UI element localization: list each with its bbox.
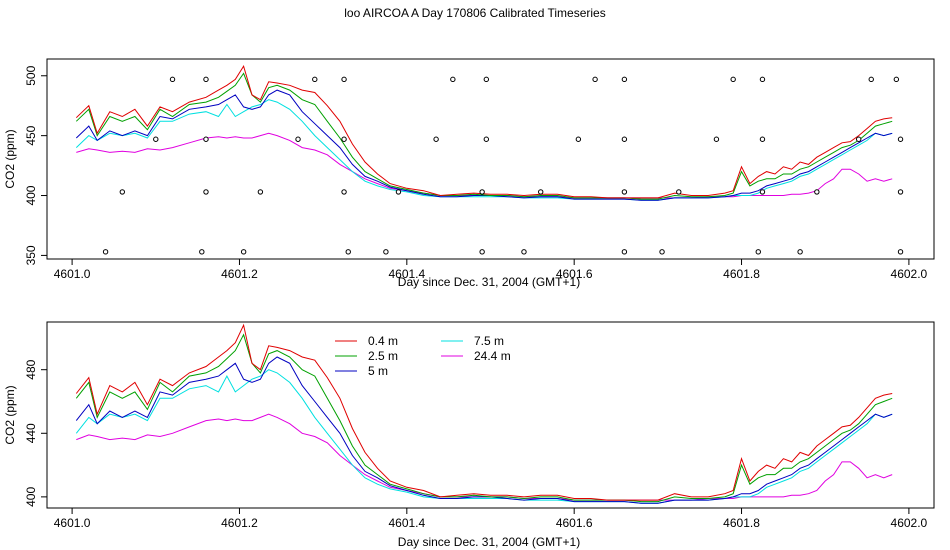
bottom-ytick-label: 400	[24, 487, 38, 507]
top-marker-point	[102, 249, 109, 255]
legend-label: 5 m	[368, 364, 388, 378]
top-marker-point	[479, 189, 485, 195]
top-series-group	[75, 64, 893, 201]
top-marker-point	[169, 76, 176, 83]
legend: 0.4 m2.5 m5 m 7.5 m24.4 m	[335, 334, 511, 378]
top-marker-point	[521, 249, 527, 255]
top-marker-point	[592, 76, 598, 83]
top-ytick-label: 450	[24, 125, 38, 145]
top-marker-point	[897, 189, 904, 195]
top-ytick-label: 350	[24, 245, 38, 265]
top-marker-point	[759, 76, 766, 83]
top-marker-point	[730, 76, 736, 83]
top-xtick-label: 4602.0	[891, 267, 928, 281]
bottom-xtick-label: 4601.6	[556, 516, 593, 530]
top-marker-point	[855, 136, 862, 142]
top-marker-point	[483, 136, 490, 142]
bottom-ytick-label: 480	[24, 359, 38, 379]
top-marker-point	[395, 189, 402, 195]
top-xtick-label: 4601.6	[556, 267, 593, 281]
top-marker-point	[479, 249, 485, 255]
top-marker-point	[203, 189, 209, 195]
top-marker-point	[199, 249, 205, 255]
top-marker-point	[257, 189, 264, 195]
legend-label: 2.5 m	[368, 349, 398, 363]
bottom-series-line-24-4-m	[76, 413, 893, 501]
top-marker-point	[433, 136, 439, 142]
top-marker-point	[575, 136, 582, 142]
top-xtick-label: 4601.2	[221, 267, 258, 281]
top-marker-point	[621, 136, 628, 142]
top-series-line-24-4-m	[76, 132, 893, 199]
top-series-line-5-m	[75, 89, 893, 201]
top-ylabel: CO2 (ppm)	[3, 129, 17, 188]
bottom-xtick-label: 4602.0	[891, 516, 928, 530]
top-marker-point	[755, 249, 761, 255]
top-ytick-label: 500	[24, 65, 38, 85]
top-xtick-label: 4601.8	[723, 267, 760, 281]
top-marker-point	[868, 76, 874, 83]
top-marker-point	[621, 76, 628, 83]
top-marker-point	[203, 76, 209, 83]
bottom-series-line-7-5-m	[75, 369, 893, 504]
top-marker-point	[203, 136, 209, 142]
top-series-line-0-4-m	[75, 64, 893, 199]
bottom-xlabel: Day since Dec. 31, 2004 (GMT+1)	[398, 535, 580, 549]
top-series-line-2-5-m	[75, 72, 893, 200]
top-marker-point	[483, 76, 490, 83]
legend-label: 7.5 m	[474, 334, 504, 348]
bottom-xtick-label: 4601.2	[221, 516, 258, 530]
top-marker-point	[897, 136, 904, 142]
top-marker-point	[621, 249, 628, 255]
bottom-xtick-label: 4601.0	[54, 516, 91, 530]
top-marker-point	[893, 76, 900, 83]
bottom-series-line-5-m	[75, 356, 893, 504]
top-marker-point	[341, 136, 347, 142]
bottom-series-line-2-5-m	[75, 333, 893, 503]
top-marker-point	[240, 249, 247, 255]
top-series-line-7-5-m	[75, 99, 893, 201]
top-marker-point	[119, 189, 126, 195]
top-xlabel: Day since Dec. 31, 2004 (GMT+1)	[398, 275, 580, 289]
top-marker-point	[759, 136, 766, 142]
chart-title: loo AIRCOA A Day 170806 Calibrated Times…	[344, 6, 606, 20]
top-marker-point	[797, 249, 803, 255]
top-marker-point	[383, 249, 389, 255]
top-plot-layer: 4601.0 4601.2 4601.4 4601.6 4601.8 4602.0 350 4…	[24, 64, 928, 281]
top-marker-point	[621, 189, 628, 195]
top-marker-point	[713, 136, 720, 142]
bottom-ylabel: CO2 (ppm)	[3, 385, 17, 444]
bottom-series-group	[75, 323, 893, 504]
top-marker-point	[897, 249, 904, 255]
bottom-xtick-label: 4601.8	[723, 516, 760, 530]
top-marker-point	[153, 136, 159, 142]
bottom-plot-frame	[46, 321, 935, 509]
bottom-series-line-0-4-m	[75, 323, 893, 501]
top-xtick-label: 4601.4	[388, 267, 425, 281]
top-marker-point	[295, 136, 301, 142]
top-marker-point	[345, 249, 351, 255]
bottom-ytick-label: 440	[24, 423, 38, 443]
top-xtick-label: 4601.0	[54, 267, 91, 281]
top-marker-point	[341, 76, 347, 83]
legend-label: 24.4 m	[474, 349, 511, 363]
top-marker-point	[450, 76, 456, 83]
top-ytick-label: 400	[24, 185, 38, 205]
bottom-xtick-label: 4601.4	[388, 516, 425, 530]
top-marker-point	[759, 189, 766, 195]
top-marker-point	[659, 249, 665, 255]
top-plot-frame	[46, 58, 935, 260]
bottom-plot-layer: 4601.0 4601.2 4601.4 4601.6 4601.8 4602.0 400 4…	[24, 323, 928, 530]
top-marker-point	[538, 189, 544, 195]
legend-label: 0.4 m	[368, 334, 398, 348]
top-marker-point	[312, 76, 318, 83]
top-marker-point	[341, 189, 347, 195]
top-marker-point	[676, 189, 682, 195]
top-marker-point	[814, 189, 820, 195]
